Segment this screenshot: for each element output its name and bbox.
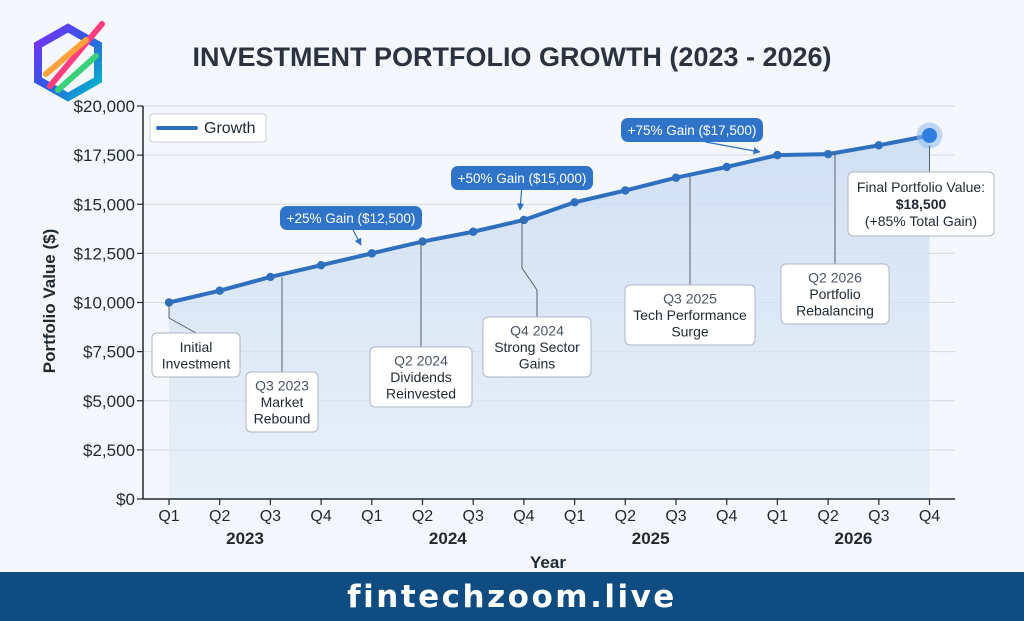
y-tick-label: $0 xyxy=(116,490,135,509)
callout-text: Q4 2024 xyxy=(510,323,564,339)
y-tick-label: $7,500 xyxy=(83,343,135,362)
x-tick-label-quarter: Q4 xyxy=(716,508,737,525)
callout-text: Reinvested xyxy=(386,386,456,402)
x-tick-label-quarter: Q3 xyxy=(665,508,686,525)
callout-box xyxy=(482,316,592,378)
callout-leader-line xyxy=(521,218,538,317)
legend-label: Growth xyxy=(204,120,256,137)
y-axis-label: Portfolio Value ($) xyxy=(40,229,59,374)
x-tick-label-quarter: Q2 xyxy=(412,508,433,525)
callout-text: Initial xyxy=(180,339,213,355)
y-tick-label: $20,000 xyxy=(74,97,135,116)
gain-badge xyxy=(280,206,422,230)
x-tick-label-quarter: Q3 xyxy=(868,508,889,525)
y-tick-label: $2,500 xyxy=(83,441,135,460)
callout-text: Dividends xyxy=(390,369,451,385)
footer-site-name[interactable]: fintechzoom.live xyxy=(347,578,677,615)
final-note-text: (+85% Total Gain) xyxy=(865,213,977,229)
data-point xyxy=(874,141,883,150)
callout-box xyxy=(780,263,890,325)
data-point xyxy=(671,173,681,182)
callout-text: Q3 2025 xyxy=(663,291,717,307)
x-tick-label-quarter: Q2 xyxy=(209,508,230,525)
gain-badge-text: +75% Gain ($17,500) xyxy=(628,123,757,138)
callout-text: Portfolio xyxy=(809,286,861,302)
legend-box xyxy=(149,113,267,143)
series-line-growth xyxy=(167,133,932,305)
x-axis-label: Year xyxy=(530,553,566,572)
callout-text: Gains xyxy=(519,356,556,372)
x-tick-label-quarter: Q1 xyxy=(158,508,179,525)
data-point xyxy=(418,237,427,246)
axes-layer: $0 $2,500 $5,000 $7,500 $10,000 $12,500 $15,00… xyxy=(74,97,955,548)
y-tick-label: $17,500 xyxy=(74,146,135,165)
legend: Growth xyxy=(149,113,267,143)
callout-text: Strong Sector xyxy=(494,339,580,355)
callout-text: Market xyxy=(261,394,304,410)
x-tick-label-quarter: Q3 xyxy=(463,508,484,525)
x-tick-label-quarter: Q2 xyxy=(615,508,636,525)
x-tick-label-quarter: Q1 xyxy=(767,508,788,525)
footer-bar: fintechzoom.live xyxy=(0,572,1024,621)
callout-text: Surge xyxy=(671,324,709,340)
gain-badge-text: +50% Gain ($15,000) xyxy=(458,171,587,186)
badge-arrow xyxy=(516,189,525,211)
x-tick-label-year: 2023 xyxy=(226,529,264,548)
callout-box xyxy=(151,332,241,378)
chart-card: INVESTMENT PORTFOLIO GROWTH (2023 - 2026… xyxy=(34,21,995,572)
data-point xyxy=(570,198,579,207)
y-tick-label: $5,000 xyxy=(83,392,135,411)
final-note-text: Final Portfolio Value: xyxy=(857,179,985,195)
data-point xyxy=(215,286,224,295)
callout-leader-line xyxy=(168,302,197,334)
chart-title: INVESTMENT PORTFOLIO GROWTH (2023 - 2026… xyxy=(192,42,831,72)
data-point xyxy=(773,150,782,160)
x-tick-label-quarter: Q4 xyxy=(919,508,940,525)
badge-arrow xyxy=(352,229,362,246)
data-point xyxy=(469,227,478,236)
final-data-point xyxy=(922,127,937,143)
gain-badge xyxy=(451,166,593,190)
callout-text: Rebalancing xyxy=(796,303,874,319)
x-tick-label-quarter: Q3 xyxy=(260,508,281,525)
gain-badge-text: +25% Gain ($12,500) xyxy=(287,211,416,226)
callout-box xyxy=(369,346,473,408)
x-tick-label-quarter: Q4 xyxy=(513,508,534,525)
callout-text: Rebound xyxy=(254,411,311,427)
x-tick-label-year: 2026 xyxy=(835,529,873,548)
logo-hexagon-icon xyxy=(34,21,105,102)
gain-badge xyxy=(621,118,763,142)
x-tick-label-year: 2025 xyxy=(632,529,670,548)
callout-text: Q2 2026 xyxy=(808,270,862,286)
x-tick-label-year: 2024 xyxy=(429,529,467,548)
x-tick-label-quarter: Q1 xyxy=(361,508,382,525)
data-point xyxy=(823,149,833,159)
x-tick-label-quarter: Q1 xyxy=(564,508,585,525)
data-point xyxy=(519,215,529,225)
data-point xyxy=(316,260,326,270)
line-layer xyxy=(164,122,943,307)
chart-svg: INVESTMENT PORTFOLIO GROWTH (2023 - 2026… xyxy=(34,21,995,572)
callout-text: Tech Performance xyxy=(633,307,747,323)
data-point xyxy=(367,249,376,258)
data-point xyxy=(621,186,630,195)
y-tick-label: $12,500 xyxy=(74,244,135,263)
x-tick-label-quarter: Q2 xyxy=(817,508,838,525)
x-tick-label-quarter: Q4 xyxy=(310,508,331,525)
final-note-box xyxy=(847,171,995,237)
callout-box xyxy=(624,284,756,346)
callout-text: Investment xyxy=(162,355,231,371)
y-tick-label: $10,000 xyxy=(74,294,135,313)
final-note-text: $18,500 xyxy=(896,196,947,212)
callout-text: Q3 2023 xyxy=(255,378,309,394)
data-point xyxy=(722,162,731,172)
data-point xyxy=(266,272,275,282)
callout-box xyxy=(245,371,319,433)
badge-arrow xyxy=(705,141,761,155)
y-tick-label: $15,000 xyxy=(74,195,135,214)
callout-text: Q2 2024 xyxy=(394,353,448,369)
